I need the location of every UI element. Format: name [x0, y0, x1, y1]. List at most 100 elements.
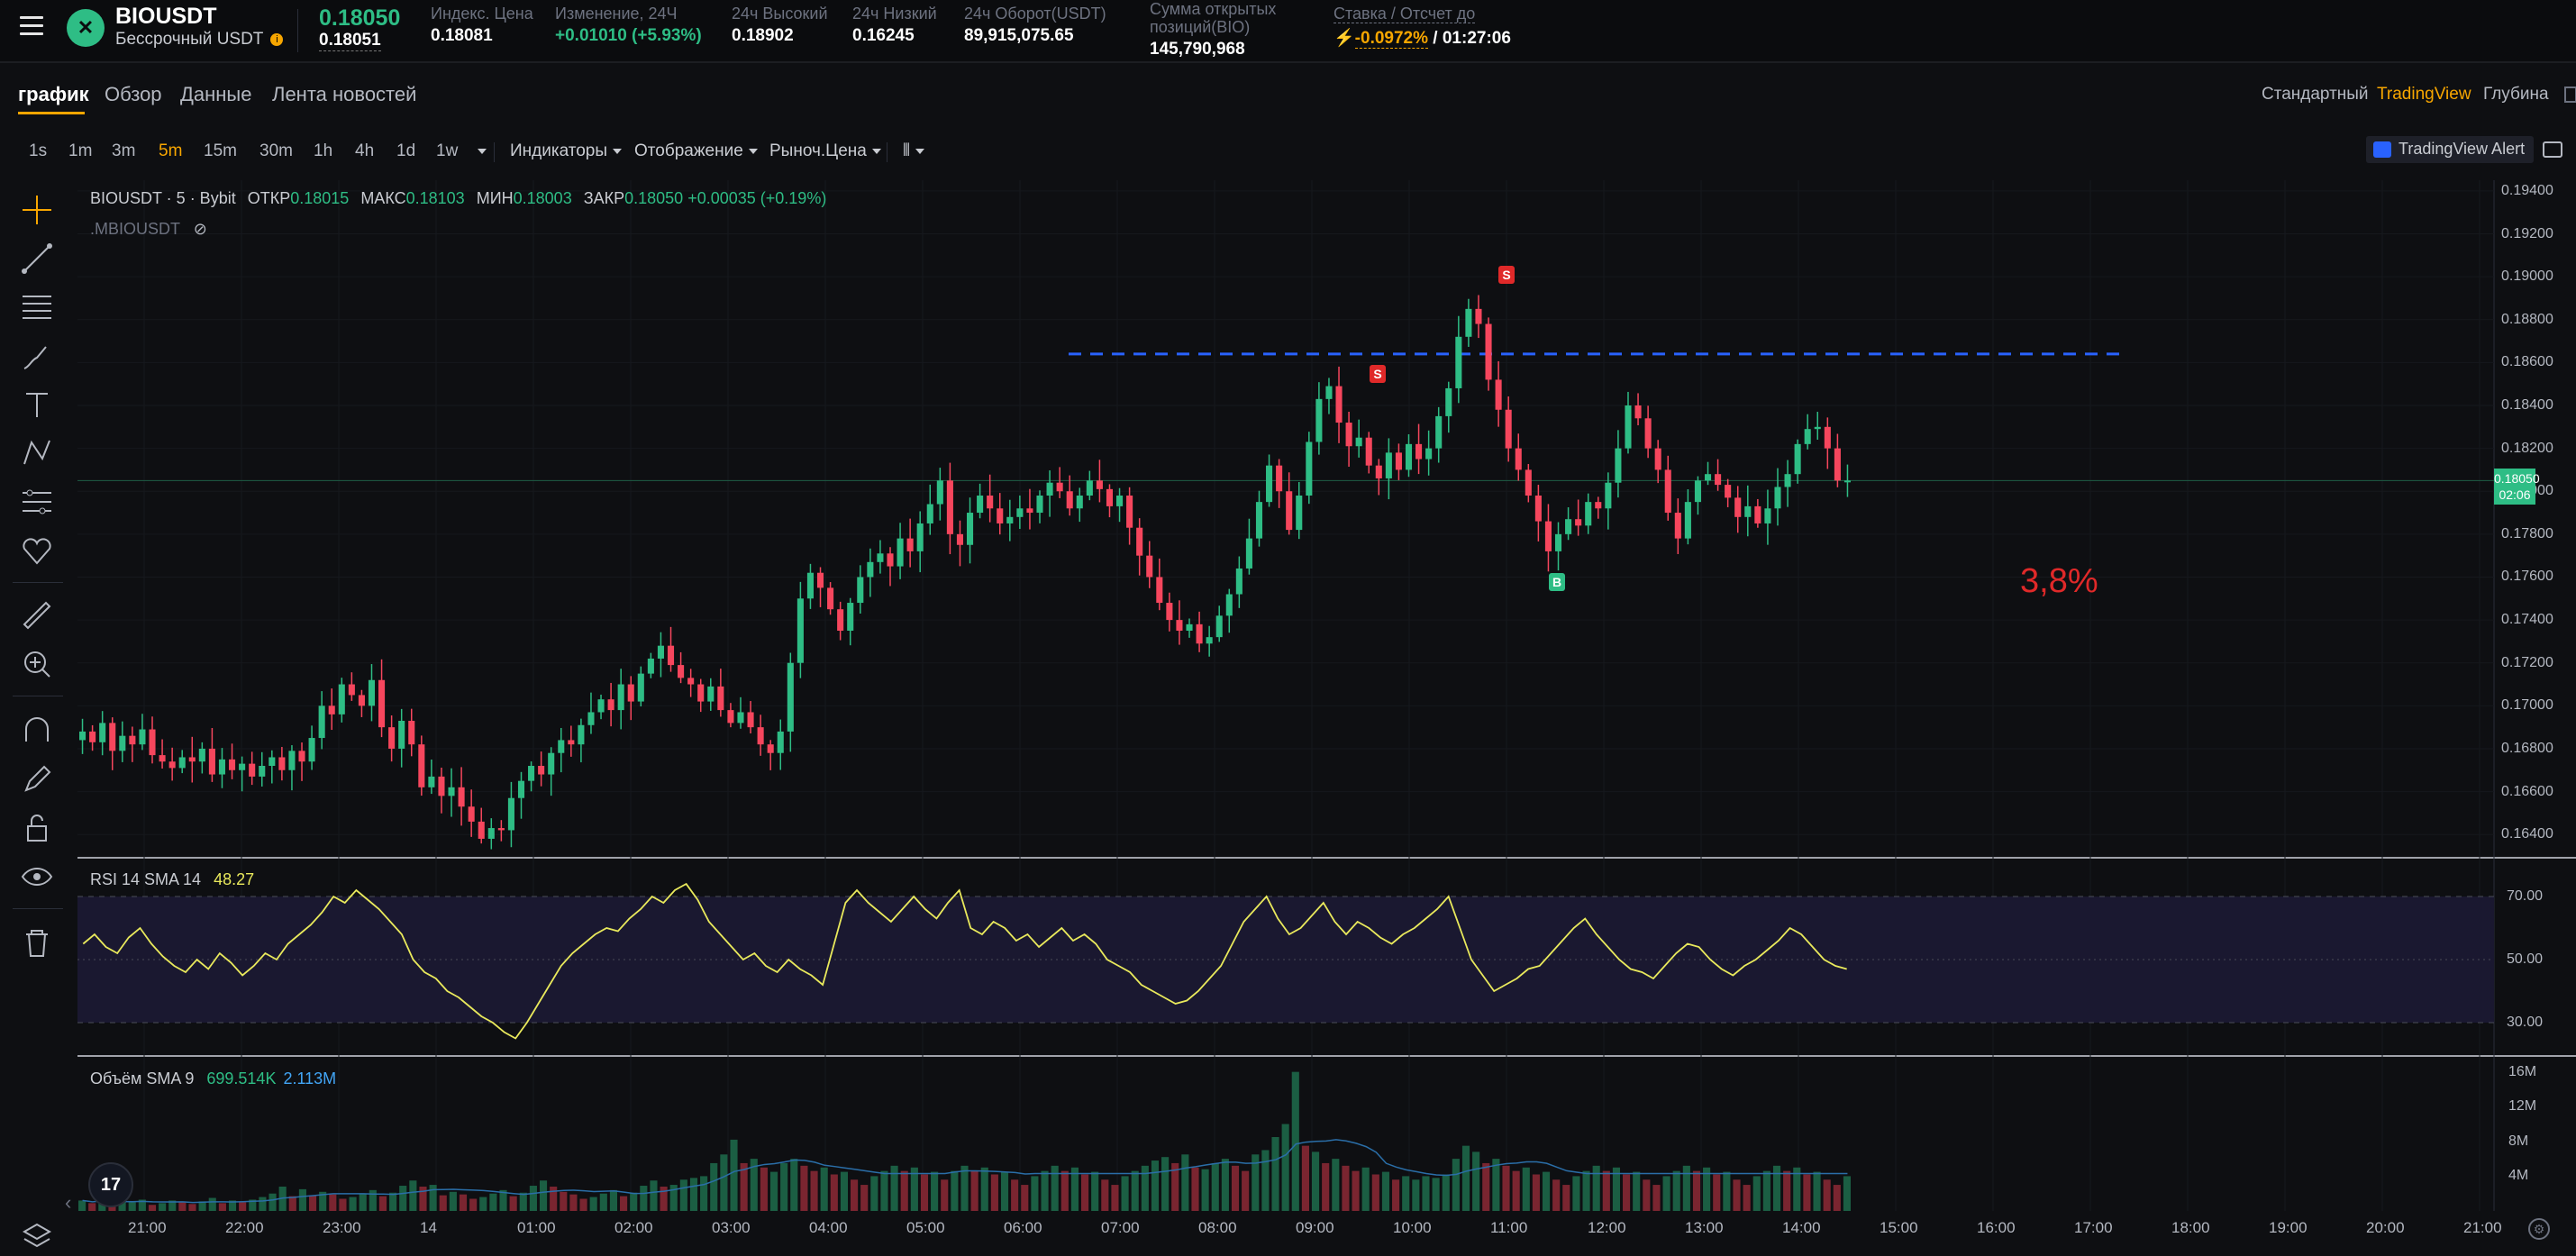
- legend-title[interactable]: BIOUSDT · 5 · Bybit: [90, 189, 236, 207]
- candle-body: [1066, 491, 1073, 509]
- buy-marker[interactable]: B: [1549, 573, 1565, 591]
- sell-marker[interactable]: S: [1498, 266, 1515, 284]
- candle-body: [737, 712, 744, 724]
- volume-bar: [148, 1205, 157, 1211]
- magnet-icon[interactable]: [18, 712, 56, 750]
- candle-body: [1335, 386, 1343, 423]
- layers-icon[interactable]: [18, 1216, 56, 1254]
- volume-bar: [1041, 1170, 1049, 1211]
- funding-label[interactable]: Ставка / Отсчет до: [1334, 5, 1476, 23]
- rsi-legend[interactable]: RSI 14 SMA 14 48.27: [90, 870, 255, 888]
- volume-bar: [1352, 1170, 1360, 1211]
- timeframe-3m[interactable]: 3m: [112, 141, 136, 160]
- view-depth[interactable]: Глубина: [2483, 85, 2549, 104]
- eye-hidden-icon[interactable]: ⊘: [193, 220, 207, 238]
- time-tick: 18:00: [2171, 1219, 2210, 1236]
- stat-value: 0.18902: [732, 26, 794, 45]
- candle-body: [1515, 448, 1522, 470]
- time-tick: 08:00: [1198, 1219, 1237, 1236]
- chart-type-dropdown[interactable]: ⫴: [903, 141, 924, 161]
- candle-body: [916, 523, 924, 551]
- brush-icon[interactable]: [18, 337, 56, 375]
- change-value: +0.00035 (+0.19%): [687, 189, 827, 207]
- timeframe-5m[interactable]: 5m: [159, 141, 183, 160]
- candle-body: [1425, 448, 1433, 460]
- timeframe-1w[interactable]: 1w: [436, 141, 459, 160]
- volume-bar: [840, 1171, 849, 1211]
- indicators-dropdown[interactable]: Индикаторы: [510, 141, 623, 161]
- candle-body: [1525, 469, 1532, 496]
- trendline-icon[interactable]: [18, 240, 56, 278]
- overlay-legend[interactable]: .MBIOUSDT ⊘: [90, 220, 207, 238]
- time-tick: 13:00: [1685, 1219, 1724, 1236]
- sell-marker[interactable]: S: [1370, 365, 1386, 383]
- ruler-icon[interactable]: [18, 596, 56, 634]
- timeframe-1d[interactable]: 1d: [396, 141, 416, 160]
- timeframe-4h[interactable]: 4h: [355, 141, 375, 160]
- chevron-left-icon[interactable]: ‹: [65, 1191, 72, 1214]
- candle-body: [1585, 502, 1592, 526]
- display-dropdown[interactable]: Отображение: [634, 141, 758, 161]
- tab-overview[interactable]: Обзор: [105, 83, 162, 105]
- symbol-name[interactable]: BIOUSDT: [115, 4, 217, 29]
- tab-news[interactable]: Лента новостей: [272, 83, 417, 105]
- volume-bar: [900, 1170, 908, 1211]
- volume-bar: [319, 1191, 327, 1211]
- view-tradingview[interactable]: TradingView: [2377, 85, 2471, 104]
- volume-bar: [910, 1167, 918, 1211]
- settings-gear-icon[interactable]: ⚙: [2528, 1218, 2550, 1240]
- view-standard[interactable]: Стандартный: [2262, 85, 2369, 104]
- candle-body: [607, 699, 614, 711]
- candle-body: [906, 538, 914, 551]
- info-icon[interactable]: i: [270, 32, 284, 46]
- timeframe-1m[interactable]: 1m: [68, 141, 93, 160]
- zoom-in-icon[interactable]: [18, 645, 56, 683]
- timeframe-15m[interactable]: 15m: [204, 141, 237, 160]
- volume-bar: [419, 1186, 427, 1211]
- volume-bar: [760, 1167, 768, 1211]
- tab-data[interactable]: Данные: [180, 83, 252, 105]
- header-divider: [297, 9, 298, 52]
- percent-annotation[interactable]: 3,8%: [2020, 562, 2098, 600]
- tab-chart[interactable]: график: [18, 83, 89, 105]
- crosshair-icon[interactable]: [18, 191, 56, 229]
- candle-body: [587, 712, 595, 725]
- candle-body: [1006, 516, 1014, 523]
- timeframe-30m[interactable]: 30m: [259, 141, 293, 160]
- volume-bar: [710, 1162, 718, 1211]
- pattern-icon[interactable]: [18, 434, 56, 472]
- camera-icon[interactable]: [2543, 141, 2562, 158]
- tradingview-alert-button[interactable]: TradingView Alert: [2366, 136, 2535, 163]
- volume-bar: [1592, 1165, 1600, 1211]
- mark-price[interactable]: 0.18051: [319, 31, 381, 51]
- hamburger-menu-icon[interactable]: [20, 16, 43, 36]
- candle-body: [497, 828, 505, 831]
- pencil-lock-icon[interactable]: [18, 760, 56, 798]
- heart-icon[interactable]: [18, 532, 56, 569]
- volume-bar: [1412, 1179, 1420, 1211]
- price-type-dropdown[interactable]: Рыноч.Цена: [769, 141, 881, 161]
- projection-icon[interactable]: [18, 483, 56, 521]
- text-icon[interactable]: [18, 386, 56, 423]
- timeframe-1h[interactable]: 1h: [314, 141, 333, 160]
- volume-bar: [269, 1193, 277, 1211]
- candle-body: [667, 645, 675, 666]
- volume-bar: [1031, 1176, 1039, 1211]
- volume-bar: [740, 1162, 748, 1211]
- fib-lines-icon[interactable]: [18, 288, 56, 326]
- price-tick: 0.19200: [2501, 225, 2553, 241]
- candle-body: [1684, 502, 1691, 539]
- volume-legend[interactable]: Объём SMA 9 699.514K 2.113M: [90, 1069, 337, 1088]
- timeframe-1s[interactable]: 1s: [29, 141, 48, 160]
- volume-bar: [810, 1170, 818, 1211]
- candle-body: [1824, 426, 1831, 449]
- eye-icon[interactable]: [18, 858, 56, 896]
- volume-bar: [870, 1176, 878, 1211]
- price-tick: 0.17000: [2501, 697, 2553, 714]
- candle-body: [1325, 386, 1333, 399]
- volume-bar: [509, 1196, 517, 1211]
- lock-icon[interactable]: [18, 809, 56, 847]
- trash-icon[interactable]: [18, 924, 56, 962]
- timeframe-dropdown-icon[interactable]: [478, 149, 487, 154]
